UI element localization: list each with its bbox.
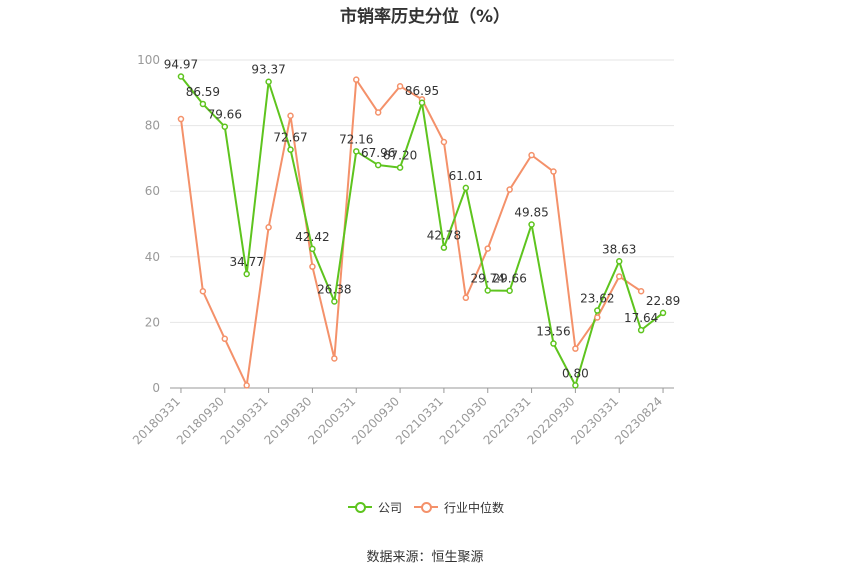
data-label-company: 86.59 xyxy=(186,85,220,99)
series-line-industry-median xyxy=(179,78,642,387)
data-point-industry-median xyxy=(396,82,404,90)
data-point-company xyxy=(199,100,207,108)
data-point-company xyxy=(221,123,229,130)
data-label-company: 42.42 xyxy=(295,230,329,244)
data-label-company: 22.89 xyxy=(646,294,680,308)
data-point-company xyxy=(374,161,382,169)
x-tick-label: 20230824 xyxy=(612,394,665,447)
data-label-company: 86.95 xyxy=(405,84,439,98)
y-tick-label: 60 xyxy=(145,184,160,198)
data-point-industry-median xyxy=(221,335,229,343)
data-label-company: 23.62 xyxy=(580,292,614,306)
data-label-company: 93.37 xyxy=(251,63,285,77)
data-source-note: 数据来源：恒生聚源 xyxy=(366,550,484,565)
data-point-company xyxy=(418,99,426,107)
data-label-company: 38.63 xyxy=(602,242,636,256)
data-point-industry-median xyxy=(265,224,272,231)
legend: 公司 行业中位数 xyxy=(0,497,850,517)
data-point-industry-median xyxy=(550,168,557,175)
data-label-company: 0.80 xyxy=(562,366,589,380)
data-point-company xyxy=(637,326,645,334)
data-label-company: 13.56 xyxy=(536,325,570,339)
data-point-company xyxy=(528,221,535,228)
data-point-industry-median xyxy=(309,263,316,270)
legend-swatch-industry-median xyxy=(414,502,438,513)
data-point-company xyxy=(287,146,294,153)
legend-swatch-company xyxy=(348,502,372,513)
data-label-company: 29.74 xyxy=(471,271,505,285)
data-point-industry-median xyxy=(287,112,294,120)
data-point-company xyxy=(572,382,579,389)
data-point-industry-median xyxy=(615,273,623,280)
data-point-company xyxy=(177,73,185,80)
data-point-company xyxy=(353,148,360,155)
y-tick-label: 0 xyxy=(152,381,160,395)
data-point-company xyxy=(243,270,250,278)
legend-item-company[interactable]: 公司 xyxy=(348,497,402,517)
data-point-company xyxy=(265,78,272,85)
data-label-company: 26.38 xyxy=(317,282,351,296)
data-label-company: 72.67 xyxy=(273,131,307,145)
data-label-company: 17.64 xyxy=(624,311,658,325)
data-point-company xyxy=(484,287,491,294)
data-point-industry-median xyxy=(243,382,250,389)
data-point-industry-median xyxy=(177,115,185,123)
data-point-industry-median xyxy=(572,345,579,352)
legend-label-industry-median: 行业中位数 xyxy=(444,500,505,515)
data-point-industry-median xyxy=(462,294,470,302)
data-points xyxy=(177,73,667,389)
data-label-company: 61.01 xyxy=(449,169,483,183)
series-lines xyxy=(179,75,664,387)
data-label-company: 67.20 xyxy=(383,149,417,163)
data-label-company: 34.77 xyxy=(230,255,264,269)
y-tick-label: 80 xyxy=(145,119,160,133)
data-label-company: 29.66 xyxy=(492,272,526,286)
data-label-company: 94.97 xyxy=(164,57,198,71)
legend-label-company: 公司 xyxy=(378,500,403,515)
data-label-company: 42.78 xyxy=(427,229,461,243)
data-point-industry-median xyxy=(331,355,338,362)
data-point-industry-median xyxy=(374,109,382,116)
data-point-company xyxy=(550,340,557,347)
y-tick-label: 40 xyxy=(145,250,160,264)
legend-item-industry-median[interactable]: 行业中位数 xyxy=(414,497,504,517)
data-point-company xyxy=(659,309,667,317)
data-point-industry-median xyxy=(484,245,491,252)
data-point-company xyxy=(462,184,470,192)
data-point-industry-median xyxy=(353,76,360,83)
data-point-company xyxy=(615,258,623,265)
data-point-company xyxy=(506,287,513,294)
data-point-company xyxy=(331,298,338,305)
data-point-industry-median xyxy=(637,287,645,295)
data-label-company: 49.85 xyxy=(514,205,548,219)
y-tick-label: 100 xyxy=(137,53,160,67)
data-point-industry-median xyxy=(199,287,207,295)
data-labels: 94.97 86.59 79.66 34.77 93.37 72.67 42.42 26.38… xyxy=(164,57,680,380)
data-point-company xyxy=(396,164,404,171)
data-point-industry-median xyxy=(506,186,513,193)
data-label-company: 67.96 xyxy=(361,146,395,160)
data-point-company xyxy=(309,245,316,253)
data-point-company xyxy=(440,244,448,251)
data-point-company xyxy=(594,307,601,314)
data-label-company: 79.66 xyxy=(208,108,242,122)
y-tick-label: 20 xyxy=(145,315,160,329)
data-point-industry-median xyxy=(528,151,535,159)
grid-lines xyxy=(170,59,674,323)
chart-title: 市销率历史分位（%） xyxy=(339,7,511,27)
data-point-industry-median xyxy=(440,138,448,146)
data-point-industry-median xyxy=(594,314,601,321)
data-label-company: 72.16 xyxy=(339,132,373,146)
